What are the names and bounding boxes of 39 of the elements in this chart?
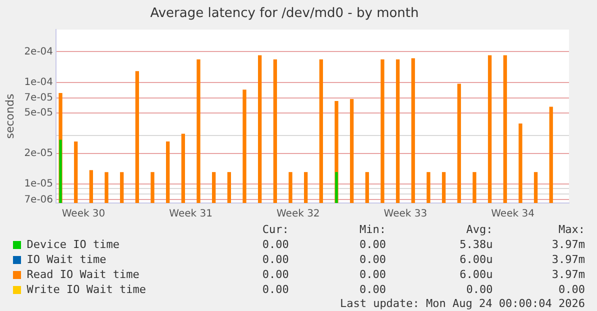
x-tick-label: Week 34 (491, 208, 534, 220)
text: 0.00 (465, 283, 493, 296)
text: 0.00 (261, 283, 289, 296)
text: 6.00u (458, 253, 493, 266)
text: 0.00 (261, 238, 289, 251)
x-tick-label: Week 32 (276, 208, 320, 220)
y-axis-title: seconds (3, 94, 16, 139)
x-tick-label: Week 30 (62, 208, 106, 220)
text: 3.97m (550, 238, 585, 251)
y-tick-label: 5e-05 (24, 108, 54, 119)
y-tick-label: 1e-04 (24, 76, 54, 88)
y-tick-label: 2e-05 (24, 148, 54, 159)
legend-label: IO Wait time (26, 253, 108, 266)
text: 0.00 (558, 283, 585, 296)
text: 0.00 (358, 283, 386, 296)
legend-label: Device IO time (26, 238, 120, 251)
text: Last update: Mon Aug 24 00:00:04 2026 (338, 297, 585, 310)
text: 0.00 (261, 268, 289, 281)
chart-title: Average latency for /dev/md0 - by month (150, 6, 419, 22)
text: Min: (358, 223, 386, 236)
text: 0.00 (261, 253, 289, 266)
y-tick-label: 7e-06 (24, 194, 54, 206)
text: Avg: (465, 223, 493, 236)
y-tick-label: 2e-04 (24, 46, 54, 58)
text: 3.97m (550, 253, 585, 266)
x-tick-label: Week 33 (384, 208, 428, 220)
text: 5.38u (458, 238, 493, 251)
y-tick-label: 1e-05 (24, 178, 54, 190)
text: 0.00 (358, 253, 386, 266)
y-tick-label: 7e-05 (24, 92, 54, 104)
legend-label: Write IO Wait time (26, 283, 147, 296)
text: 0.00 (358, 238, 386, 251)
text: 6.00u (458, 268, 493, 281)
legend-label: Read IO Wait time (26, 268, 140, 281)
text: 0.00 (358, 268, 386, 281)
x-tick-label: Week 31 (169, 208, 212, 220)
text: Max: (558, 223, 585, 236)
text: Cur: (261, 223, 289, 236)
text: 3.97m (550, 268, 585, 281)
